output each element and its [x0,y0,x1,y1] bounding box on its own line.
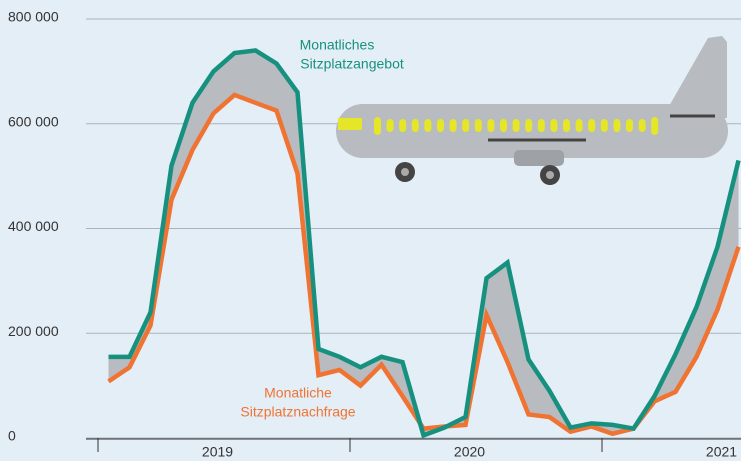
window [462,119,470,132]
window [575,119,583,132]
x-tick-label: 2021 [706,444,737,460]
window [537,119,545,132]
window [449,119,457,132]
annotation: Monatliche [264,385,332,401]
window [512,119,520,132]
window [651,117,659,135]
window [563,119,570,132]
window [550,119,558,132]
window [626,119,633,132]
window [500,119,507,132]
y-tick-label: 800 000 [8,9,59,25]
window [613,119,621,132]
window [374,117,381,135]
y-tick-label: 600 000 [8,113,59,129]
window [411,119,419,132]
window [437,119,444,132]
window [600,119,608,132]
window [424,119,432,132]
x-tick-label: 2020 [454,444,485,460]
window [487,119,495,132]
x-tick-label: 2019 [202,444,233,460]
series-line [108,48,741,439]
airplane-illustration [336,36,728,185]
y-tick-label: 0 [8,428,16,444]
window [525,119,533,132]
annotation: Monatliches [300,37,375,53]
annotation: Sitzplatzangebot [300,56,404,72]
window [386,119,394,132]
window [638,119,646,132]
y-tick-label: 200 000 [8,323,59,339]
annotation: Sitzplatznachfrage [240,404,355,420]
window [474,119,482,132]
window [588,119,596,132]
window [399,119,407,132]
y-tick-label: 400 000 [8,218,59,234]
